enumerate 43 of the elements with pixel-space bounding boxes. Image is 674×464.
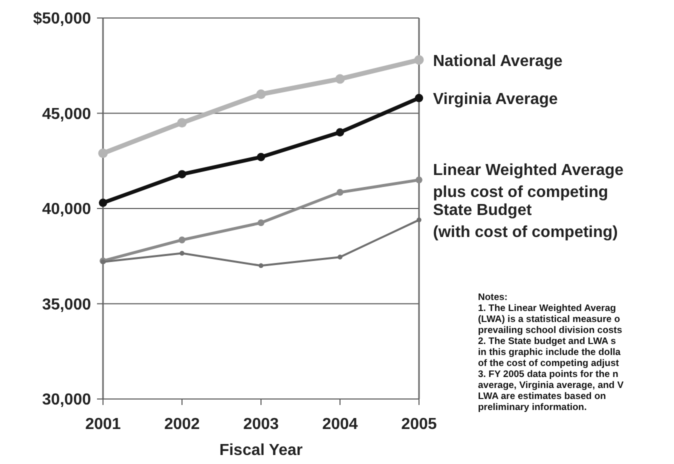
y-tick-label: 30,000 bbox=[42, 392, 92, 409]
point bbox=[180, 250, 184, 256]
text: average, Virginia average, and V bbox=[478, 380, 624, 391]
point bbox=[98, 148, 108, 158]
point bbox=[336, 188, 344, 196]
point bbox=[256, 89, 266, 99]
x-axis-title: Fiscal Year bbox=[219, 442, 303, 459]
y-tick-label: 40,000 bbox=[42, 201, 92, 218]
point bbox=[416, 176, 422, 184]
text: 3. FY 2005 data points for the n bbox=[478, 369, 618, 380]
series-label: State Budget (with cost of competing) bbox=[433, 202, 618, 241]
text: 2. The State budget and LWA s bbox=[478, 336, 616, 347]
point bbox=[335, 74, 345, 84]
x-tick-label: 2005 bbox=[401, 416, 437, 433]
point bbox=[414, 94, 424, 102]
text: prevailing school division costs bbox=[478, 325, 622, 336]
point bbox=[338, 254, 342, 260]
point bbox=[258, 263, 264, 268]
x-tick-label: 2002 bbox=[164, 416, 200, 433]
point bbox=[416, 218, 422, 222]
point bbox=[336, 128, 344, 136]
text: Notes: bbox=[478, 292, 508, 303]
text: in this graphic include the dolla bbox=[478, 347, 622, 358]
y-tick-label: 45,000 bbox=[42, 106, 92, 123]
point bbox=[178, 236, 186, 244]
x-tick-label: 2003 bbox=[243, 416, 279, 433]
x-tick-label: 2004 bbox=[322, 416, 358, 433]
series-label: National Average bbox=[433, 52, 563, 70]
y-tick-label: $50,000 bbox=[33, 10, 92, 28]
x-tick-label: 2001 bbox=[85, 416, 121, 433]
text: (LWA) is a statistical measure o bbox=[478, 314, 620, 325]
point bbox=[256, 152, 266, 162]
text: preliminary information. bbox=[478, 402, 587, 413]
y-tick-label: 35,000 bbox=[42, 296, 92, 314]
point bbox=[258, 219, 264, 226]
point bbox=[178, 170, 186, 178]
text: LWA are estimates based on bbox=[478, 391, 606, 402]
series-label: Virginia Average bbox=[433, 91, 558, 108]
point bbox=[414, 55, 424, 65]
series-label: Linear Weighted Average plus cost of competing bbox=[433, 162, 624, 201]
text: of the cost of competing adjust bbox=[478, 358, 620, 369]
text: 1. The Linear Weighted Averag bbox=[478, 303, 616, 314]
point bbox=[177, 118, 187, 128]
